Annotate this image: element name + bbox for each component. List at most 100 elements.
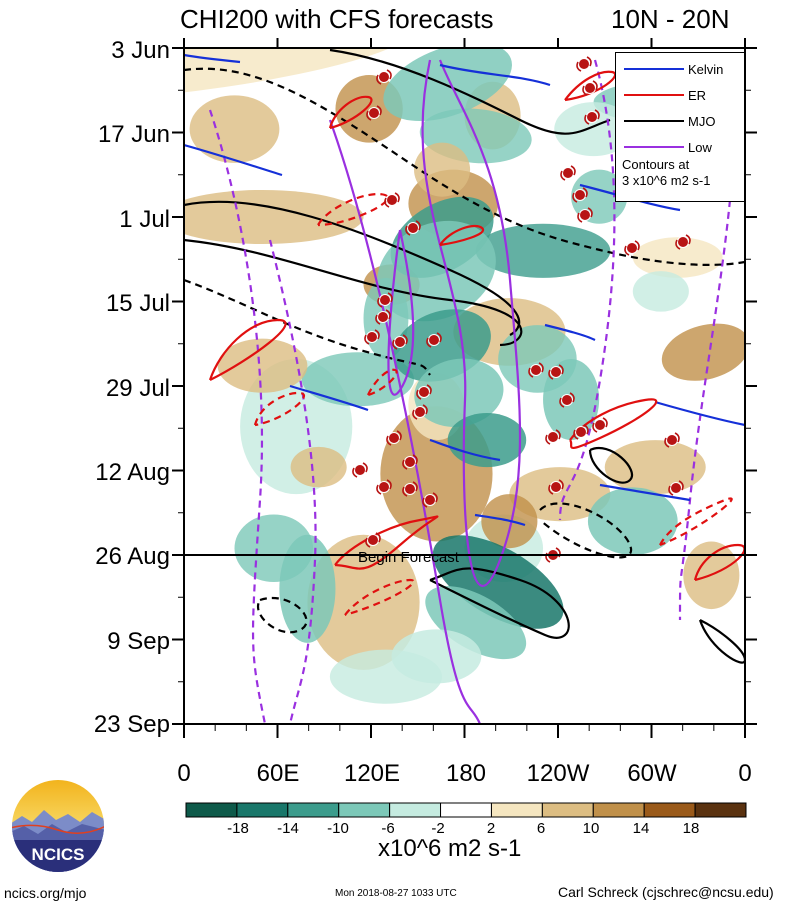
anomaly-blob (184, 48, 407, 100)
storm-marker (366, 331, 378, 343)
storm-marker-arm (528, 362, 544, 378)
storm-marker-arm (576, 56, 592, 72)
contour-line (439, 224, 485, 247)
storm-marker (584, 82, 596, 94)
colorbar (185, 802, 747, 818)
storm-marker-arm (366, 105, 382, 121)
anomaly-blob (587, 487, 678, 555)
contour-line (256, 597, 308, 634)
legend-item-mjo: MJO (616, 109, 744, 135)
storm-marker-arm (376, 479, 392, 495)
storm-marker-arm (675, 234, 691, 250)
storm-marker-arm (573, 424, 589, 440)
storm-marker-arm (548, 479, 564, 495)
legend-label: MJO (688, 114, 716, 129)
anomaly-blob (189, 95, 280, 163)
contour-line (328, 119, 482, 724)
storm-marker-arm (624, 240, 640, 256)
begin-forecast-label: Begin Forecast (358, 549, 460, 566)
storm-marker (670, 482, 682, 494)
contour-line (253, 391, 306, 427)
storm-marker (386, 194, 398, 206)
storm-marker (626, 242, 638, 254)
legend-label: ER (688, 88, 707, 103)
wave-contours (184, 48, 745, 724)
colorbar-swatch (541, 802, 594, 818)
colorbar-tick-label: 10 (582, 820, 600, 837)
storm-marker (561, 394, 573, 406)
anomaly-blob (414, 358, 504, 427)
storm-marker (424, 494, 436, 506)
y-tick-label: 9 Sep (107, 628, 170, 655)
contour-line (539, 502, 633, 559)
contour-line (678, 199, 732, 621)
storm-marker (547, 431, 559, 443)
storm-marker-arm (426, 332, 442, 348)
x-tick-label: 120E (343, 760, 401, 787)
colorbar-swatch (389, 802, 442, 818)
storm-marker-arm (664, 432, 680, 448)
storm-marker-arm (577, 207, 593, 223)
storm-marker (579, 209, 591, 221)
y-tick-label: 17 Jun (97, 121, 170, 148)
storm-marker (414, 406, 426, 418)
storm-marker (404, 456, 416, 468)
logo-text: NCICS (32, 845, 85, 864)
anomaly-blob (447, 413, 527, 468)
storm-marker (404, 483, 416, 495)
x-tick-label: 0 (738, 760, 752, 787)
anomaly-blob (391, 629, 482, 684)
storm-marker-arm (386, 430, 402, 446)
contour-line (328, 95, 373, 130)
contour-line (367, 368, 398, 397)
storm-marker (354, 464, 366, 476)
storm-marker (418, 386, 430, 398)
contour-line (184, 53, 241, 64)
storm-marker-arm (422, 492, 438, 508)
contour-line (569, 398, 658, 449)
legend-swatch (624, 94, 684, 96)
legend-swatch (624, 120, 684, 122)
colorbar-swatch (440, 802, 492, 818)
storm-marker (377, 311, 389, 323)
colorbar-units: x10^6 m2 s-1 (378, 835, 522, 862)
colorbar-swatch (236, 802, 289, 818)
anomaly-blob (554, 102, 633, 157)
legend-item-low: Low (616, 135, 744, 161)
contour-line (208, 318, 287, 381)
storm-marker (378, 71, 390, 83)
storm-marker-arm (405, 220, 421, 236)
storm-marker (407, 222, 419, 234)
storm-marker (530, 364, 542, 376)
anomaly-blob (661, 323, 745, 381)
storm-marker-arm (416, 384, 432, 400)
contour-line (558, 59, 616, 521)
storm-marker (379, 294, 391, 306)
anomaly-blob (301, 352, 415, 407)
storm-marker (367, 534, 379, 546)
contour-line (599, 483, 691, 502)
colorbar-swatch (287, 802, 340, 818)
storm-marker-arm (412, 404, 428, 420)
contour-line (289, 384, 369, 412)
contour-line (421, 59, 522, 587)
storm-marker-arm (668, 480, 684, 496)
storm-markers (352, 56, 691, 563)
storm-marker-arm (582, 80, 598, 96)
anomaly-blob (509, 467, 611, 522)
anomaly-blob (425, 586, 527, 660)
y-tick-label: 1 Jul (119, 206, 170, 233)
storm-marker (428, 334, 440, 346)
storm-marker (666, 434, 678, 446)
ncics-logo: NCICS (12, 780, 104, 872)
contour-line (208, 109, 267, 724)
y-tick-label: 12 Aug (95, 459, 170, 486)
contour-line (588, 446, 634, 484)
anomaly-blob (432, 535, 564, 629)
y-tick-label: 15 Jul (105, 290, 170, 317)
x-tick-label: 60E (256, 760, 300, 787)
y-tick-label: 26 Aug (95, 543, 170, 570)
colorbar-tick-label: 14 (632, 820, 650, 837)
colorbar-tick-label: 6 (536, 820, 546, 837)
